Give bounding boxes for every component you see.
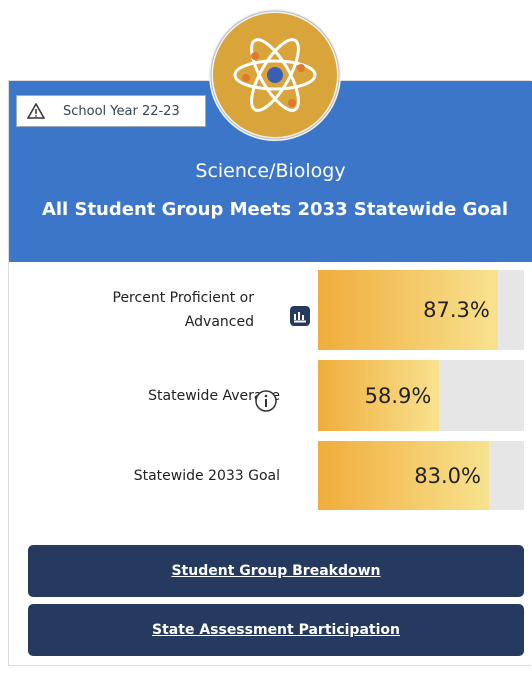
warning-icon	[27, 103, 45, 119]
metric-label: Percent Proficient or Advanced	[112, 290, 255, 330]
button[interactable]: State Assessment Participation	[28, 604, 524, 656]
bar-track: 87.3%	[318, 270, 524, 350]
school-year-badge: School Year 22-23	[16, 95, 206, 127]
bar-track: 83.0%	[318, 441, 524, 510]
icon[interactable]	[289, 305, 311, 331]
button[interactable]: Student Group Breakdown	[28, 545, 524, 597]
value-label: 83.0%	[414, 463, 481, 488]
metric-label: Statewide 2033 Goal	[133, 467, 280, 484]
value-label: 58.9%	[364, 383, 432, 408]
bar	[318, 270, 498, 350]
icon[interactable]	[254, 389, 278, 417]
metric-label: Statewide Average	[148, 387, 280, 404]
value-label: 87.3%	[423, 298, 490, 322]
title: All Student Group Meets 2033 Statewide G…	[41, 199, 509, 220]
bar	[318, 360, 440, 431]
badge-text: School Year 22-23	[63, 103, 180, 119]
atom-icon	[209, 9, 341, 141]
subject: Science/Biology	[195, 160, 346, 182]
bar-track: 58.9%	[318, 360, 524, 431]
bar	[318, 441, 489, 510]
